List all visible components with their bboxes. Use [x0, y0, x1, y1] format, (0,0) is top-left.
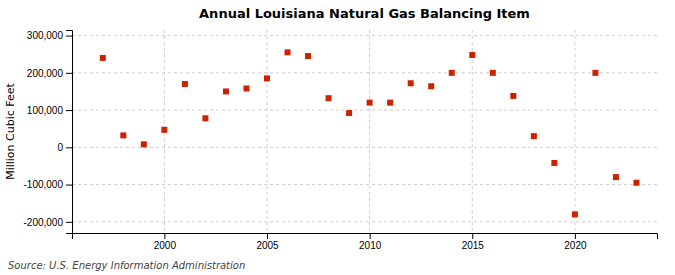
- plot: 2000 2005 2010 2015 2020 -200,000 -100,000 0 100…: [24, 30, 658, 251]
- tick: 200,000: [27, 68, 72, 79]
- grid-line: [72, 147, 657, 148]
- tick-mark: [267, 233, 268, 239]
- tick-label: 100,000: [27, 105, 64, 116]
- tick-label: -200,000: [24, 217, 64, 228]
- points: [100, 49, 640, 217]
- point: [120, 132, 126, 138]
- axis-line: [73, 234, 658, 240]
- tick-mark: [66, 147, 72, 148]
- point: [285, 49, 291, 55]
- grid-line: [72, 184, 657, 185]
- tick-label: 2015: [462, 240, 485, 251]
- point: [264, 75, 270, 81]
- tick-mark: [472, 233, 473, 239]
- x-axis: 2000 2005 2010 2015 2020: [73, 233, 658, 251]
- tick: 300,000: [27, 30, 72, 41]
- point: [387, 100, 393, 106]
- point: [592, 70, 598, 76]
- tick: 2010: [359, 233, 382, 251]
- tick-label: 300,000: [27, 30, 64, 41]
- point: [531, 133, 537, 139]
- tick-label: 2005: [256, 240, 279, 251]
- grid-line: [369, 30, 370, 233]
- grid-line: [72, 110, 657, 111]
- tick-label: 2000: [154, 240, 177, 251]
- grid-line: [574, 30, 575, 233]
- point: [551, 160, 557, 166]
- tick-label: 200,000: [27, 68, 64, 79]
- tick: 2015: [462, 233, 485, 251]
- point: [613, 174, 619, 180]
- tick: -100,000: [24, 179, 72, 190]
- tick: 0: [57, 142, 72, 153]
- chart: 2000 2005 2010 2015 2020 -200,000 -100,000 0 100…: [0, 0, 675, 275]
- point: [305, 53, 311, 59]
- grid-line: [472, 30, 473, 233]
- tick: 2000: [154, 233, 177, 251]
- point: [141, 141, 147, 147]
- tick: -200,000: [24, 217, 72, 228]
- grid-line: [72, 35, 657, 36]
- source: Source: U.S. Energy Information Administ…: [8, 260, 245, 271]
- tick: 100,000: [27, 105, 72, 116]
- tick-mark: [66, 36, 72, 37]
- point: [346, 110, 352, 116]
- point: [469, 52, 475, 58]
- title: Annual Louisiana Natural Gas Balancing I…: [199, 6, 530, 21]
- tick-label: 2010: [359, 240, 382, 251]
- point: [408, 80, 414, 86]
- tick-mark: [66, 73, 72, 74]
- point: [633, 180, 639, 186]
- grid-line: [72, 221, 657, 222]
- tick-mark: [66, 110, 72, 111]
- tick-mark: [66, 222, 72, 223]
- tick-mark: [66, 185, 72, 186]
- tick-mark: [575, 233, 576, 239]
- axis-line: [66, 31, 73, 234]
- point: [490, 70, 496, 76]
- tick: 2005: [256, 233, 279, 251]
- point: [202, 115, 208, 121]
- tick-label: 2020: [564, 240, 587, 251]
- point: [243, 85, 249, 91]
- point: [367, 100, 373, 106]
- point: [572, 211, 578, 217]
- point: [326, 95, 332, 101]
- grid: [72, 30, 657, 233]
- point: [510, 93, 516, 99]
- point: [100, 55, 106, 61]
- tick-mark: [370, 233, 371, 239]
- tick-label: -100,000: [24, 179, 64, 190]
- tick: 2020: [564, 233, 587, 251]
- point: [182, 81, 188, 87]
- y-axis-title: Million Cubic Feet: [4, 82, 17, 179]
- point: [161, 127, 167, 133]
- grid-line: [72, 72, 657, 73]
- point: [428, 83, 434, 89]
- grid-line: [267, 30, 268, 233]
- point: [223, 88, 229, 94]
- tick-label: 0: [57, 142, 63, 153]
- y-axis: -200,000 -100,000 0 100,000 200,000 300,000: [24, 30, 73, 233]
- tick-mark: [164, 233, 165, 239]
- point: [449, 70, 455, 76]
